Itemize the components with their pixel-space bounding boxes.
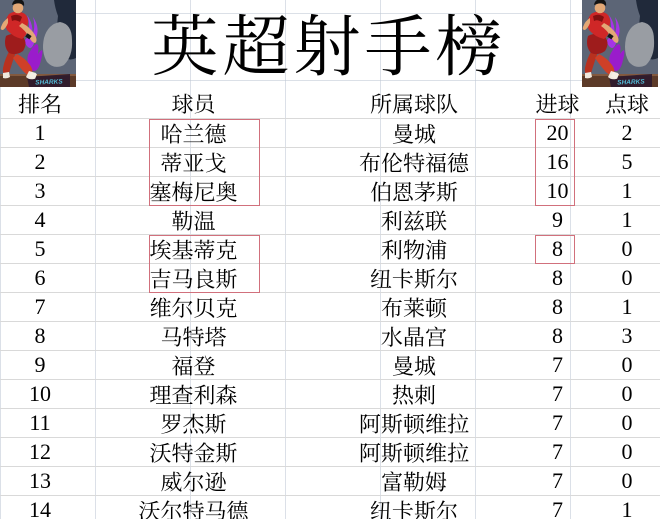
svg-text:SHARKS: SHARKS [35, 79, 63, 87]
svg-text:SHARKS: SHARKS [617, 79, 645, 87]
